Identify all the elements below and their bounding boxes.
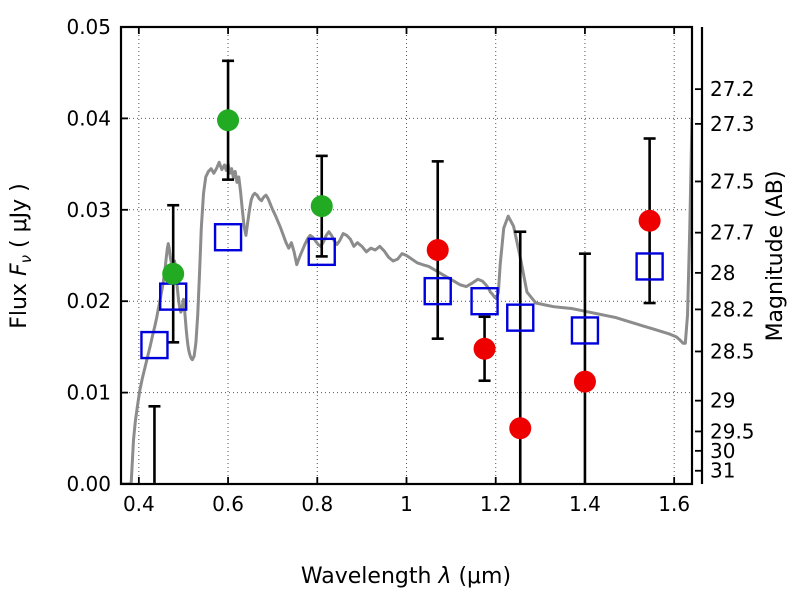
x-tick-label-3: 1 xyxy=(400,492,413,516)
model-square-4 xyxy=(423,276,452,306)
y-tick-label-5: 0.05 xyxy=(66,15,111,39)
y-right-tick-label-9: 30 xyxy=(710,439,735,463)
x-axis-title-units: (μm) xyxy=(458,564,511,589)
y-axis-title-subscript: ν xyxy=(17,255,35,263)
y-right-tick-label-2: 27.5 xyxy=(710,169,755,193)
x-tick-label-5: 1.4 xyxy=(569,492,601,516)
data-point-6 xyxy=(509,417,532,440)
x-axis-title-plain: Wavelength xyxy=(301,564,432,589)
x-tick-label-6: 1.6 xyxy=(658,492,690,516)
model-square-2 xyxy=(213,223,243,252)
data-point-7 xyxy=(573,370,596,393)
y-right-tick-label-10: 31 xyxy=(710,459,735,483)
x-tick-label-1: 0.6 xyxy=(212,492,244,516)
y-right-tick-label-8: 29.5 xyxy=(710,419,755,443)
x-axis-title-symbol: λ xyxy=(437,564,451,589)
error-bar-3 xyxy=(148,405,161,484)
data-point-4 xyxy=(426,239,449,262)
y-axis-title-right-text: Magnitude (AB) xyxy=(763,171,788,342)
y-tick-label-3: 0.03 xyxy=(66,198,111,222)
y-axis-title-plain: Flux xyxy=(7,283,32,329)
x-axis-title: Wavelength λ (μm) xyxy=(301,564,511,589)
y-right-tick-label-5: 28.2 xyxy=(710,297,755,321)
data-point-1 xyxy=(217,109,240,132)
axis-ticks xyxy=(121,26,702,485)
model-photometry-markers xyxy=(140,223,664,360)
data-point-2 xyxy=(310,195,333,218)
y-right-tick-label-1: 27.3 xyxy=(710,112,755,136)
y-axis-title-units: ( μJy ) xyxy=(7,183,32,248)
data-point-5 xyxy=(473,337,496,360)
y-right-tick-label-3: 27.7 xyxy=(710,221,755,245)
y-axis-title-symbol: F xyxy=(7,263,32,276)
x-tick-label-4: 1.2 xyxy=(480,492,512,516)
model-square-6 xyxy=(506,303,535,332)
y-tick-label-1: 0.01 xyxy=(66,381,111,405)
x-tick-label-0: 0.4 xyxy=(123,492,155,516)
y-tick-label-4: 0.04 xyxy=(66,106,111,130)
y-right-tick-label-0: 27.2 xyxy=(710,77,755,101)
model-square-0 xyxy=(140,330,169,360)
data-point-0 xyxy=(162,262,185,285)
y-axis-title-right: Magnitude (AB) xyxy=(763,171,788,342)
y-right-tick-label-7: 29 xyxy=(710,389,735,413)
svg-text:Wavelength λ (μm): Wavelength λ (μm) xyxy=(301,564,511,589)
x-tick-labels: 0.4 0.6 0.8 1 1.2 1.4 1.6 xyxy=(123,492,690,516)
model-square-8 xyxy=(635,252,664,281)
model-square-3 xyxy=(307,237,336,267)
y-right-tick-label-4: 28 xyxy=(710,261,735,285)
model-square-7 xyxy=(570,316,600,345)
y-right-tick-label-6: 28.5 xyxy=(710,339,755,363)
data-point-8 xyxy=(638,209,661,232)
model-square-5 xyxy=(470,287,499,316)
y-tick-label-2: 0.02 xyxy=(66,289,111,313)
y-tick-labels-left: 0.00 0.01 0.02 0.03 0.04 0.05 xyxy=(66,15,111,496)
svg-text:Flux Fν ( μJy ): Flux Fν ( μJy ) xyxy=(7,183,35,328)
observed-data-markers xyxy=(152,109,661,484)
x-tick-label-2: 0.8 xyxy=(301,492,333,516)
y-axis-title-left: Flux Fν ( μJy ) xyxy=(7,183,35,328)
y-tick-label-0: 0.00 xyxy=(66,472,111,496)
